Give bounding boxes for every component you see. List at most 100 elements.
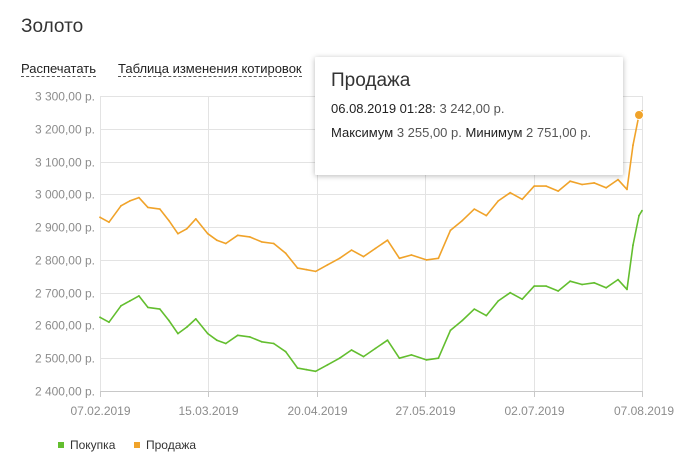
data-point-sell [509,191,512,194]
legend-item-sell[interactable]: Продажа [134,438,196,452]
series-line-buy [99,210,643,373]
data-point-sell [185,227,188,230]
y-tick-label: 3 000,00 р. [35,188,95,202]
data-point-sell [545,185,548,188]
data-point-buy [168,319,170,322]
data-point-buy [461,319,464,322]
data-point-sell [437,257,440,260]
y-tick-label: 2 700,00 р. [35,287,95,301]
data-point-sell [272,242,275,245]
data-point-sell [425,259,428,261]
data-point-sell [314,270,317,273]
data-point-sell [215,239,218,242]
data-point-buy [593,281,595,284]
data-point-sell [284,252,287,255]
data-point-sell [398,257,401,260]
data-point-buy [425,359,428,361]
data-point-sell [581,183,583,186]
x-tick-label: 20.04.2019 [287,404,347,418]
legend-swatch-buy [58,442,64,448]
data-point-sell [557,190,560,193]
data-point-buy [557,290,560,292]
legend-swatch-sell [134,442,140,448]
data-point-sell [326,263,329,266]
data-point-sell [236,234,239,237]
data-point-buy [569,280,571,283]
tooltip-date-row: 06.08.2019 01:28: 3 242,00 р. [331,101,623,117]
data-point-sell [168,219,170,222]
quotes-table-link[interactable]: Таблица изменения котировок [118,61,302,77]
x-tick-label: 02.07.2019 [504,404,564,418]
data-point-buy [638,214,640,217]
legend-label-buy: Покупка [70,438,116,452]
data-point-sell [497,200,500,202]
data-point-sell [533,185,536,188]
data-point-sell [626,188,628,191]
data-point-sell [386,239,389,242]
data-point-sell [617,178,619,181]
data-point-sell [305,268,308,271]
data-point-buy [120,304,122,307]
data-point-buy [437,357,440,360]
data-point-buy [386,339,389,342]
tooltip-min-value: 2 751,00 р. [526,125,592,140]
tooltip-value: 3 242,00 р. [439,101,505,116]
data-point-sell [374,247,377,250]
data-point-sell [120,204,122,207]
data-point-sell [350,249,353,252]
data-point-buy [617,278,619,281]
data-point-buy [108,321,110,324]
data-point-buy [215,339,218,342]
data-point-sell [129,200,131,202]
tooltip-min-label: Минимум [465,125,523,140]
data-point-buy [521,298,524,301]
tooltip-range-row: Максимум 3 255,00 р. Минимум 2 751,00 р. [331,125,623,141]
data-point-buy [398,357,401,360]
y-tick-label: 2 600,00 р. [35,319,95,333]
y-tick-label: 3 200,00 р. [35,123,95,137]
print-link[interactable]: Распечатать [21,61,97,77]
data-point-sell [260,241,263,243]
data-point-buy [305,368,308,371]
data-point-buy [314,370,317,373]
x-tick-label: 27.05.2019 [395,404,455,418]
data-point-buy [626,288,628,291]
y-tick-label: 3 300,00 р. [35,90,95,104]
data-point-sell [224,242,227,245]
data-point-buy [296,367,299,369]
data-point-buy [374,347,377,350]
data-point-buy [99,316,101,319]
x-tick-label: 07.02.2019 [70,404,130,418]
data-point-buy [248,336,251,338]
data-point-buy [473,308,476,310]
data-point-sell [296,267,299,269]
data-point-buy [533,285,536,287]
data-point-buy [641,209,643,212]
data-point-sell [147,206,149,209]
data-point-buy [605,286,607,289]
data-point-sell [569,180,571,183]
data-point-sell [593,182,595,184]
data-point-buy [206,332,209,335]
data-point-buy [159,308,161,310]
y-tick-label: 2 400,00 р. [35,385,95,399]
data-point-buy [272,342,275,345]
data-point-buy [224,342,227,345]
tooltip-max-value: 3 255,00 р. [396,125,462,140]
data-point-buy [338,357,341,360]
chart-tooltip: Продажа 06.08.2019 01:28: 3 242,00 р. Ма… [315,57,623,175]
data-point-buy [509,291,512,294]
data-point-sell [461,219,464,222]
data-point-sell [632,144,634,147]
data-point-sell [138,196,140,199]
data-point-buy [350,349,353,351]
data-point-sell [99,216,101,219]
data-point-sell [206,232,209,235]
data-point-buy [194,318,197,320]
data-point-buy [485,314,488,317]
y-tick-label: 2 900,00 р. [35,221,95,235]
tooltip-max-label: Максимум [331,125,394,140]
data-point-sell [159,208,161,211]
legend-item-buy[interactable]: Покупка [58,438,115,452]
